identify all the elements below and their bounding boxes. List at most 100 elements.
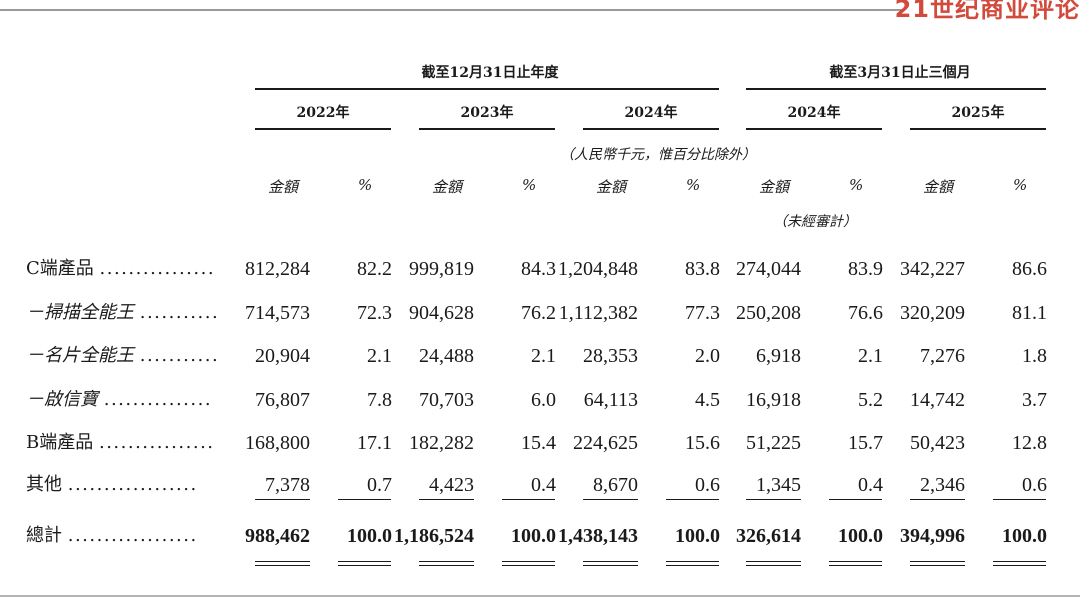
percent-cell: 100.0 bbox=[675, 525, 720, 547]
percent-cell: 72.3 bbox=[357, 302, 392, 324]
amount-cell: 342,227 bbox=[900, 258, 965, 280]
subtotal-underline bbox=[255, 499, 310, 501]
period-rule-2023 bbox=[419, 128, 555, 130]
col-pct-2023: % bbox=[522, 176, 537, 194]
amount-cell: 51,225 bbox=[746, 432, 801, 454]
col-amount-2024: 金額 bbox=[596, 178, 627, 196]
period-header-q2024: 2024年 bbox=[787, 105, 841, 121]
subtotal-underline bbox=[583, 499, 638, 501]
amount-cell: 70,703 bbox=[419, 389, 474, 411]
subtotal-underline bbox=[419, 499, 474, 501]
percent-cell: 81.1 bbox=[1012, 302, 1047, 324]
unit-note: （人民幣千元，惟百分比除外） bbox=[560, 147, 756, 163]
amount-cell: 1,204,848 bbox=[558, 258, 638, 280]
table-row: －名片全能王 ........... 20,904 2.1 24,488 2.1 28,3… bbox=[0, 341, 1080, 371]
row-label: －啟信寶 ............... bbox=[26, 385, 228, 415]
percent-cell: 2.0 bbox=[695, 345, 720, 367]
double-underline-segment bbox=[255, 565, 310, 567]
subtotal-underline bbox=[993, 499, 1046, 501]
amount-cell: 714,573 bbox=[245, 302, 310, 324]
dot-leader: .................. bbox=[67, 474, 198, 495]
period-rule-q2025 bbox=[910, 128, 1046, 130]
bottom-rule bbox=[0, 595, 1080, 597]
amount-cell: 168,800 bbox=[245, 432, 310, 454]
period-header-2023: 2023年 bbox=[460, 105, 514, 121]
percent-cell: 15.4 bbox=[521, 432, 556, 454]
double-underline-segment bbox=[746, 561, 801, 563]
subtotal-underline bbox=[338, 499, 391, 501]
double-underline-segment bbox=[419, 561, 474, 563]
amount-cell: 20,904 bbox=[255, 345, 310, 367]
period-header-2022: 2022年 bbox=[296, 105, 350, 121]
percent-cell: 2.1 bbox=[531, 345, 556, 367]
row-label-text: C端產品 bbox=[26, 258, 94, 279]
percent-cell: 0.7 bbox=[367, 474, 392, 496]
percent-cell: 15.7 bbox=[848, 432, 883, 454]
double-underline-segment bbox=[583, 565, 638, 567]
double-underline-segment bbox=[338, 561, 391, 563]
row-label: C端產品 ................ bbox=[26, 254, 228, 284]
dot-leader: ............... bbox=[103, 389, 213, 410]
amount-cell: 326,614 bbox=[736, 525, 801, 547]
amount-cell: 24,488 bbox=[419, 345, 474, 367]
amount-cell: 50,423 bbox=[910, 432, 965, 454]
amount-cell: 4,423 bbox=[429, 474, 474, 496]
row-label: B端產品 ................ bbox=[26, 428, 228, 458]
double-underline-segment bbox=[255, 561, 310, 563]
subtotal-underline bbox=[746, 499, 801, 501]
double-underline-segment bbox=[583, 561, 638, 563]
amount-cell: 394,996 bbox=[900, 525, 965, 547]
percent-cell: 84.3 bbox=[521, 258, 556, 280]
unaudited-note: （未經審計） bbox=[773, 214, 857, 230]
amount-cell: 182,282 bbox=[409, 432, 474, 454]
amount-cell: 76,807 bbox=[255, 389, 310, 411]
table-row: 總計 .................. 988,462 100.0 1,186,5… bbox=[0, 521, 1080, 551]
amount-cell: 7,378 bbox=[265, 474, 310, 496]
row-label-text: －名片全能王 bbox=[26, 345, 134, 366]
double-underline-segment bbox=[746, 565, 801, 567]
row-label: 其他 .................. bbox=[26, 470, 228, 500]
row-label: －名片全能王 ........... bbox=[26, 341, 228, 371]
row-label: －掃描全能王 ........... bbox=[26, 298, 228, 328]
group-header-quarter: 截至3月31日止三個月 bbox=[829, 65, 971, 81]
double-underline-segment bbox=[993, 565, 1046, 567]
percent-cell: 82.2 bbox=[357, 258, 392, 280]
dot-leader: ................ bbox=[98, 432, 215, 453]
table-row: C端產品 ................ 812,284 82.2 999,819 8… bbox=[0, 254, 1080, 284]
double-underline-segment bbox=[666, 561, 719, 563]
row-label-text: 其他 bbox=[26, 474, 62, 495]
percent-cell: 76.6 bbox=[848, 302, 883, 324]
amount-cell: 812,284 bbox=[245, 258, 310, 280]
amount-cell: 1,112,382 bbox=[558, 302, 638, 324]
col-amount-2022: 金額 bbox=[268, 178, 299, 196]
period-rule-2022 bbox=[255, 128, 391, 130]
amount-cell: 988,462 bbox=[245, 525, 310, 547]
col-amount-2023: 金額 bbox=[432, 178, 463, 196]
row-label-text: B端產品 bbox=[26, 432, 94, 453]
row-label-text: －啟信寶 bbox=[26, 389, 98, 410]
subtotal-underline bbox=[910, 499, 965, 501]
group-rule-quarter bbox=[746, 88, 1046, 90]
row-label-text: －掃描全能王 bbox=[26, 302, 134, 323]
amount-cell: 14,742 bbox=[910, 389, 965, 411]
double-underline-segment bbox=[502, 561, 555, 563]
percent-cell: 2.1 bbox=[367, 345, 392, 367]
percent-cell: 2.1 bbox=[858, 345, 883, 367]
percent-cell: 100.0 bbox=[511, 525, 556, 547]
amount-cell: 250,208 bbox=[736, 302, 801, 324]
amount-cell: 224,625 bbox=[573, 432, 638, 454]
percent-cell: 0.4 bbox=[858, 474, 883, 496]
percent-cell: 12.8 bbox=[1012, 432, 1047, 454]
percent-cell: 83.9 bbox=[848, 258, 883, 280]
percent-cell: 100.0 bbox=[1002, 525, 1047, 547]
double-underline-segment bbox=[338, 565, 391, 567]
amount-cell: 2,346 bbox=[920, 474, 965, 496]
amount-cell: 320,209 bbox=[900, 302, 965, 324]
percent-cell: 0.4 bbox=[531, 474, 556, 496]
double-underline-segment bbox=[829, 561, 882, 563]
top-rule bbox=[0, 9, 905, 11]
col-pct-2022: % bbox=[358, 176, 373, 194]
double-underline-segment bbox=[910, 561, 965, 563]
percent-cell: 17.1 bbox=[357, 432, 392, 454]
percent-cell: 86.6 bbox=[1012, 258, 1047, 280]
